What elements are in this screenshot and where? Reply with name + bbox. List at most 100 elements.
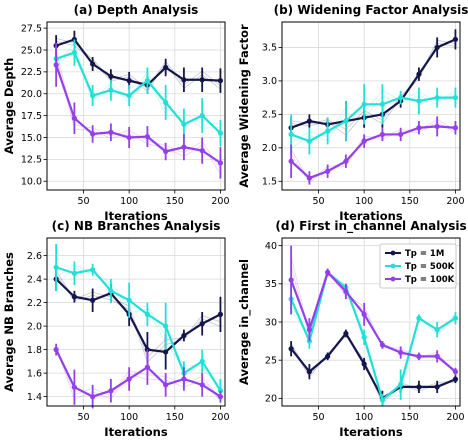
x-tick-label: 150 <box>401 196 419 207</box>
data-point <box>217 160 224 166</box>
data-point <box>181 144 187 150</box>
run-trace <box>290 118 456 182</box>
series-line <box>55 64 222 164</box>
data-point <box>53 347 59 353</box>
data-point <box>398 349 404 356</box>
data-point <box>144 364 151 370</box>
panel-1: 50 100 150 200 1.5 2.0 2.5 3.0 3.5 (b) Widening F… <box>237 3 468 223</box>
data-point <box>452 369 459 375</box>
series-line <box>55 51 222 134</box>
data-point <box>126 92 132 99</box>
y-tick-label: 2.6 <box>27 251 42 262</box>
series-tp-500k <box>288 268 459 406</box>
y-axis-label: Average in_channel <box>237 259 252 385</box>
series-line <box>55 278 221 354</box>
data-point <box>90 267 96 273</box>
data-point <box>306 138 312 144</box>
y-tick-label: 25 <box>265 355 277 366</box>
series-line <box>290 96 456 143</box>
data-point <box>343 330 349 337</box>
y-tick-label: 27.5 <box>21 23 42 34</box>
series-tp-1m <box>53 267 224 370</box>
y-tick-label: 2.2 <box>27 298 42 309</box>
data-point <box>416 125 422 131</box>
y-axis-label: Average Depth <box>2 58 16 155</box>
data-point <box>434 95 440 101</box>
data-point <box>199 113 205 119</box>
data-point <box>361 334 367 340</box>
panel-title: (d) First in_channel Analysis <box>275 219 466 234</box>
data-point <box>306 327 312 333</box>
x-axis-label: Iterations <box>104 209 168 223</box>
data-point <box>306 175 312 181</box>
y-tick-label: 12.5 <box>21 155 42 166</box>
run-trace <box>55 55 221 175</box>
y-tick-label: 3.5 <box>262 43 277 54</box>
data-point <box>217 78 224 84</box>
data-point <box>452 125 459 131</box>
data-point <box>306 118 312 124</box>
series-line <box>55 349 222 398</box>
data-point <box>361 311 367 317</box>
data-point <box>53 62 59 68</box>
data-point <box>90 394 96 400</box>
panel-title: (a) Depth Analysis <box>74 3 199 17</box>
y-tick-label: 2.4 <box>27 274 42 285</box>
data-point <box>163 148 169 155</box>
y-tick-label: 3.0 <box>262 76 277 87</box>
series-tp-100k <box>53 43 224 179</box>
data-point <box>90 92 96 99</box>
data-point <box>288 131 294 138</box>
data-point <box>361 101 367 107</box>
data-point <box>90 297 96 303</box>
panel-0: 50 100 150 200 10.0 12.5 15.0 17.5 20.0 22.5 25.0 2… <box>2 3 230 223</box>
data-point <box>379 131 386 138</box>
data-point <box>416 315 422 321</box>
data-point <box>288 346 294 352</box>
data-point <box>163 64 169 71</box>
data-point <box>452 95 459 101</box>
data-point <box>181 77 187 83</box>
data-point <box>71 270 77 276</box>
y-tick-label: 22.5 <box>21 67 42 78</box>
y-tick-label: 35 <box>265 279 277 290</box>
run-trace <box>290 273 456 397</box>
data-point <box>379 342 386 348</box>
data-point <box>144 311 151 317</box>
y-tick-label: 20.0 <box>21 89 42 100</box>
data-point <box>288 158 294 164</box>
data-point <box>199 77 205 83</box>
axes-frame <box>46 21 226 191</box>
y-tick-label: 17.5 <box>21 111 42 122</box>
data-point <box>434 327 440 333</box>
series-tp-500k <box>288 84 459 155</box>
data-point <box>217 311 224 317</box>
data-point <box>199 382 205 388</box>
data-point <box>452 36 459 43</box>
data-point <box>325 353 331 359</box>
x-tick-label: 150 <box>166 196 184 207</box>
y-tick-label: 1.5 <box>262 177 277 188</box>
data-point <box>108 288 114 294</box>
y-tick-label: 2.5 <box>262 110 277 121</box>
data-point <box>325 128 331 134</box>
data-point <box>379 397 386 403</box>
data-point <box>416 353 422 359</box>
data-point <box>163 349 169 355</box>
panel-2: 50 100 150 200 1.4 1.6 1.8 2.0 2.2 2.4 2.6 (c) NB B… <box>2 219 230 439</box>
data-point <box>71 115 77 121</box>
data-point <box>126 376 132 382</box>
data-point <box>199 148 205 154</box>
legend-marker <box>390 276 396 282</box>
x-tick-label: 50 <box>312 196 324 207</box>
panel-3: 50 100 150 200 20 25 30 35 40 (d) First in_channe… <box>237 219 467 439</box>
data-point <box>199 321 205 327</box>
data-point <box>181 376 187 382</box>
x-tick-label: 50 <box>312 412 324 423</box>
y-tick-label: 30 <box>265 317 277 328</box>
data-point <box>434 384 440 390</box>
x-tick-label: 200 <box>446 196 464 207</box>
data-point <box>90 131 96 137</box>
legend-label: Tp = 1M <box>405 249 444 259</box>
